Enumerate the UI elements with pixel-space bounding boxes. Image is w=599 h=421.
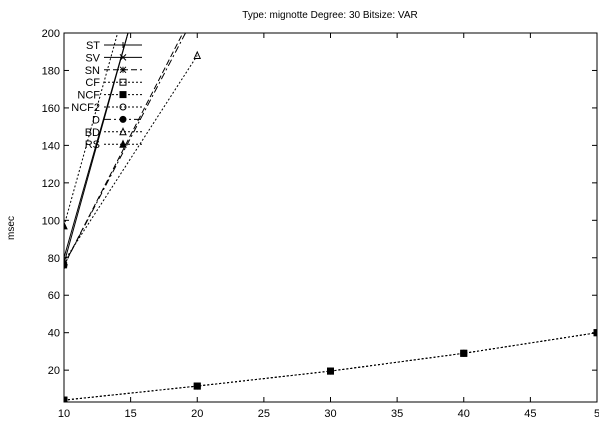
x-tick-label: 45 <box>524 408 536 420</box>
legend-label: SN <box>85 65 100 77</box>
legend-label: NCF <box>77 90 100 102</box>
legend-label: RS <box>85 139 100 151</box>
legend-label: ST <box>86 40 100 52</box>
chart-title: Type: mignotte Degree: 30 Bitsize: VAR <box>242 10 417 21</box>
legend-label: SV <box>85 52 100 64</box>
x-tick-label: 20 <box>191 408 203 420</box>
data-point <box>64 256 68 266</box>
series-line <box>64 55 198 262</box>
y-tick-label: 140 <box>42 140 60 152</box>
legend-marker <box>119 139 127 148</box>
y-tick-label: 100 <box>42 215 60 227</box>
y-tick-label: 80 <box>48 253 60 265</box>
x-tick-label: 10 <box>58 408 70 420</box>
series-line <box>64 332 597 401</box>
series-line <box>64 33 129 264</box>
y-tick-label: 120 <box>42 178 60 190</box>
y-tick-label: 160 <box>42 103 60 115</box>
legend-marker <box>119 66 127 74</box>
axes: 10 15 20 25 30 35 40 45 5 20 40 60 80 100 120 140 160 180… <box>42 28 599 420</box>
x-tick-label: 5 <box>594 408 599 420</box>
legend-label: NCF2 <box>71 102 100 114</box>
data-point <box>64 221 68 230</box>
series-line <box>64 332 597 401</box>
data-point <box>193 50 202 59</box>
legend-marker <box>119 78 127 86</box>
x-tick-label: 15 <box>125 408 137 420</box>
series-layer <box>64 33 597 402</box>
legend-marker <box>119 54 127 61</box>
series-ncf <box>64 329 597 402</box>
series-bd <box>64 50 202 266</box>
y-tick-label: 40 <box>48 328 60 340</box>
y-tick-label: 200 <box>42 28 60 40</box>
data-point <box>460 349 468 357</box>
data-point <box>64 396 68 402</box>
y-tick-label: 20 <box>48 365 60 377</box>
plot-frame <box>63 32 598 403</box>
series-rs <box>64 33 119 230</box>
legend-marker <box>119 103 127 111</box>
y-tick-label: 180 <box>42 65 60 77</box>
x-tick-label: 35 <box>391 408 403 420</box>
legend-label: D <box>92 114 100 126</box>
series-line <box>64 33 119 227</box>
legend-label: BD <box>85 127 100 139</box>
series-sn <box>64 33 184 269</box>
x-tick-label: 25 <box>258 408 270 420</box>
series-cf <box>64 329 597 402</box>
y-tick-label: 60 <box>48 290 60 302</box>
y-axis-label: msec <box>6 216 17 240</box>
data-point <box>327 367 334 375</box>
x-tick-label: 40 <box>458 408 470 420</box>
series-d <box>64 33 187 269</box>
legend-marker <box>119 91 127 99</box>
series-line <box>64 332 597 401</box>
data-point <box>193 382 201 390</box>
legend-marker <box>119 127 127 136</box>
legend-marker <box>120 42 126 48</box>
series-line <box>64 33 187 266</box>
legend-marker <box>119 115 127 123</box>
x-tick-label: 30 <box>324 408 336 420</box>
data-point <box>593 329 597 337</box>
series-ncf2 <box>64 329 597 402</box>
legend-label: CF <box>85 77 100 89</box>
